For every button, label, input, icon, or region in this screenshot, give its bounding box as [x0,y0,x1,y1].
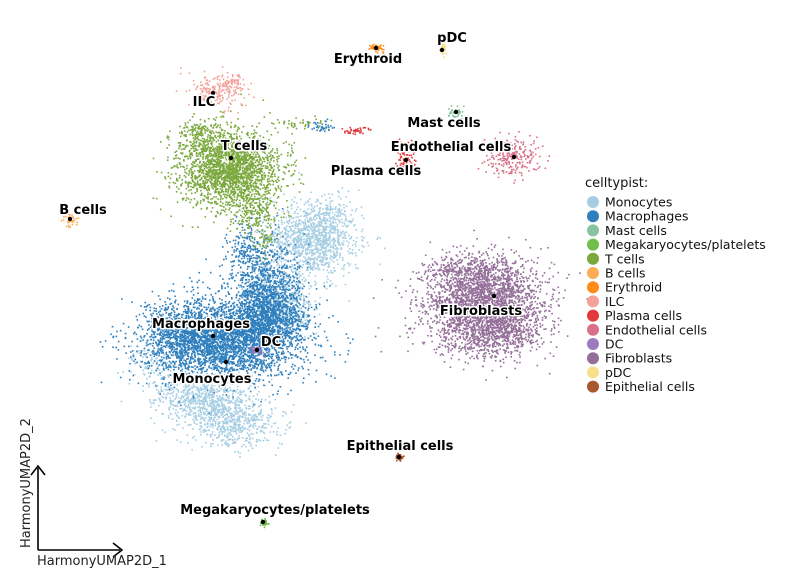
points-b-cells [60,212,80,228]
points-fibroblasts [372,229,589,381]
cluster-label-epithelial-cells: Epithelial cells [347,439,454,454]
cluster-label-dc: DC [261,335,281,350]
points-ilc [175,66,255,114]
y-axis-label: HarmonyUMAP2D_2 [19,418,34,548]
legend-label-megakaryocytes-platelets: Megakaryocytes/platelets [605,237,766,252]
cluster-label-erythroid: Erythroid [334,52,402,67]
legend-swatch-mast-cells [587,224,599,237]
legend-swatch-plasma-cells [587,309,599,322]
legend-swatch-b-cells [587,267,599,279]
center-macrophages [210,333,216,339]
points-macrophages [99,118,354,415]
center-t-cells [228,155,234,161]
legend-swatch-monocytes [587,196,599,208]
cluster-centers [67,45,517,525]
legend-swatch-fibroblasts [587,352,599,365]
legend-label-endothelial-cells: Endothelial cells [605,322,707,337]
cluster-label-plasma-cells: Plasma cells [331,164,422,179]
center-erythroid [373,45,379,51]
legend-swatch-megakaryocytes-platelets [587,238,599,251]
legend-swatch-endothelial-cells [587,323,599,336]
legend-label-epithelial-cells: Epithelial cells [605,379,695,394]
legend-swatch-pdc [587,366,599,379]
center-fibroblasts [491,293,497,299]
center-epithelial-cells [396,454,402,460]
legend-swatch-macrophages [587,210,599,223]
cluster-label-t-cells: T cells [221,139,268,154]
legend-label-plasma-cells: Plasma cells [605,308,682,323]
legend-label-monocytes: Monocytes [605,195,672,210]
legend-label-fibroblasts: Fibroblasts [605,351,672,366]
cluster-label-fibroblasts: Fibroblasts [440,304,522,319]
legend-swatch-erythroid [587,281,599,294]
legend-label-dc: DC [605,337,624,352]
cluster-label-monocytes: Monocytes [172,372,251,387]
cluster-labels: Erythroid pDC ILC Mast cells T cells Endothel… [58,30,524,520]
center-monocytes [223,359,229,365]
cluster-label-macrophages: Macrophages [152,317,250,332]
center-megakaryocytes-platelets [260,519,266,525]
center-mast-cells [453,109,459,115]
legend-label-b-cells: B cells [605,266,646,281]
legend-label-mast-cells: Mast cells [605,223,667,238]
legend-label-macrophages: Macrophages [605,209,688,224]
x-axis-label: HarmonyUMAP2D_1 [37,554,167,569]
points-endothelial-cells [477,131,551,184]
legend-label-pdc: pDC [605,365,632,380]
legend-label-t-cells: T cells [604,251,645,266]
legend-label-ilc: ILC [605,294,625,309]
legend-swatch-t-cells [587,252,599,265]
legend-swatch-epithelial-cells [587,380,599,393]
legend-title: celltypist: [585,176,648,191]
cluster-label-megakaryocytes-platelets: Megakaryocytes/platelets [180,503,370,518]
legend-label-erythroid: Erythroid [605,280,662,295]
y-axis-arrowhead [30,464,46,476]
points-t-cells [152,93,333,260]
center-plasma-cells [403,157,409,163]
center-ilc [210,90,216,96]
center-b-cells [67,216,73,222]
scatter-points [60,42,589,529]
legend-swatch-ilc [587,295,599,308]
center-pdc [439,47,445,53]
cluster-label-endothelial-cells: Endothelial cells [391,140,512,155]
axis-arrows: HarmonyUMAP2D_1 HarmonyUMAP2D_2 [19,418,167,569]
cluster-label-b-cells: B cells [59,203,107,218]
cluster-label-mast-cells: Mast cells [407,116,481,131]
cluster-label-ilc: ILC [193,95,216,110]
center-endothelial-cells [511,154,517,160]
cluster-label-pdc: pDC [437,31,467,46]
center-dc [254,347,260,353]
legend-swatch-dc [587,338,599,350]
x-axis-arrowhead [112,542,124,558]
